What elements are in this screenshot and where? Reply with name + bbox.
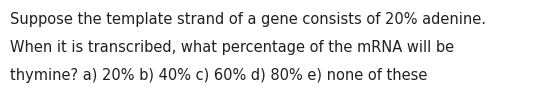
Text: Suppose the template strand of a gene consists of 20% adenine.: Suppose the template strand of a gene co… <box>10 12 486 27</box>
Text: thymine? a) 20% b) 40% c) 60% d) 80% e) none of these: thymine? a) 20% b) 40% c) 60% d) 80% e) … <box>10 68 427 83</box>
Text: When it is transcribed, what percentage of the mRNA will be: When it is transcribed, what percentage … <box>10 40 454 55</box>
